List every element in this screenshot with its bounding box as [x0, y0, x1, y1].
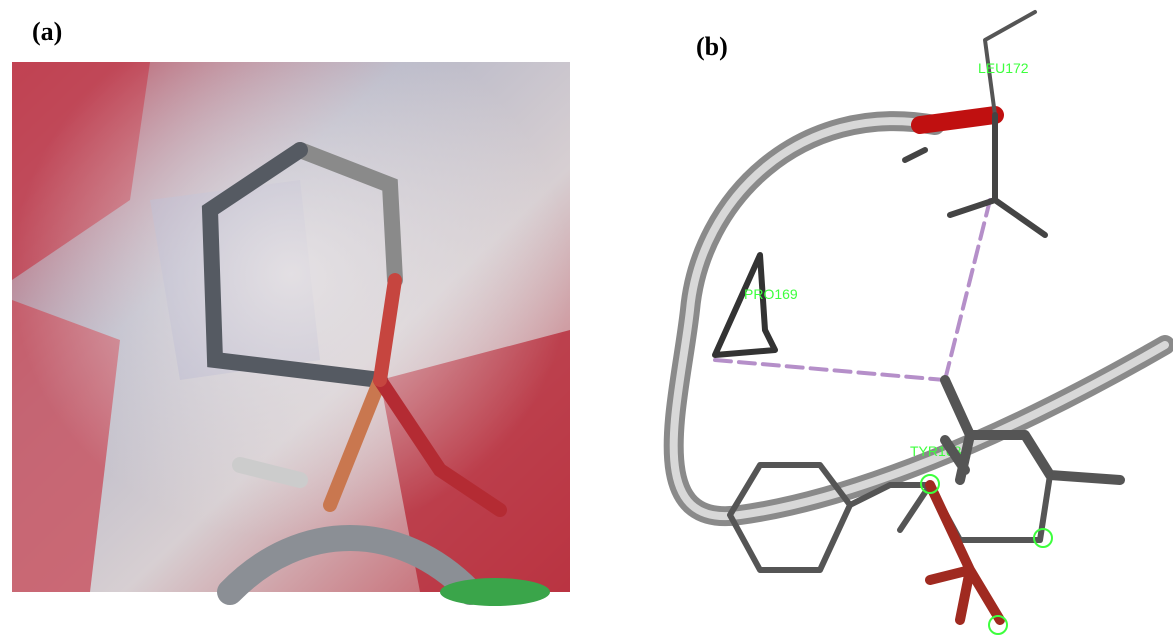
panel-label: (a) [32, 17, 62, 46]
residue-label: LEU172 [978, 60, 1029, 76]
surface-image [12, 62, 570, 606]
panel-label: (b) [696, 32, 728, 61]
ribbon-image [674, 12, 1165, 634]
residue-label: PRO169 [744, 286, 798, 302]
figure: (a) (b) [0, 0, 1173, 637]
page: (a) (b) [0, 0, 1173, 637]
